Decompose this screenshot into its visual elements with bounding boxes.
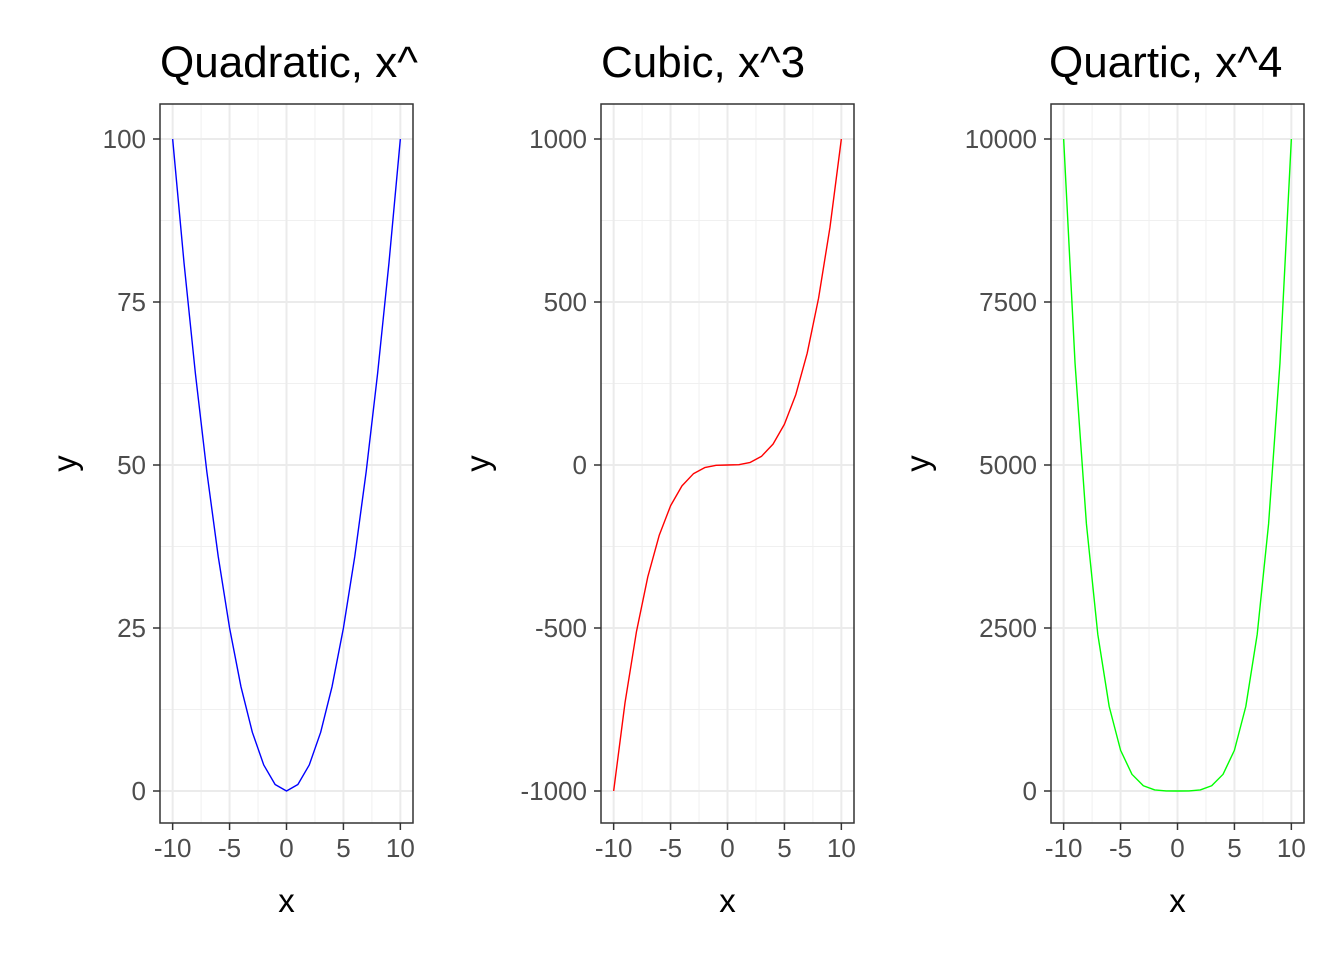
x-tick-label: -5 [1109,833,1132,863]
x-tick-label: -10 [154,833,192,863]
x-tick-label: -10 [1045,833,1083,863]
y-tick-label: 0 [1023,776,1037,806]
y-tick-label: 50 [117,450,146,480]
chart-panel-2: -10 -5 0 5 10 -1000 -500 0 500 1000 x y Cubic, x^3 [459,38,856,919]
y-tick-label: 7500 [979,287,1037,317]
y-tick-label: 5000 [979,450,1037,480]
y-tick-label: 75 [117,287,146,317]
chart-title: Quartic, x^4 [1049,38,1282,87]
x-tick-label: 10 [1277,833,1306,863]
y-axis-title: y [46,455,83,472]
title-clip-group: Quadratic, x^ [160,38,418,87]
x-axis-title: x [278,882,295,919]
data-line-1 [1062,138,1293,792]
x-tick-label: -5 [218,833,241,863]
x-tick-label: 0 [279,833,293,863]
x-tick-label: 0 [1170,833,1184,863]
y-tick-label: 0 [573,450,587,480]
x-tick-label: 10 [827,833,856,863]
chart-title: Cubic, x^3 [601,38,805,87]
y-tick-label: 100 [103,124,146,154]
x-tick-label: 5 [777,833,791,863]
y-tick-label: -500 [535,613,587,643]
y-axis-title: y [899,455,936,472]
y-axis-title: y [459,455,496,472]
x-tick-label: -5 [659,833,682,863]
x-axis-title: x [1169,882,1186,919]
y-tick-label: -1000 [521,776,588,806]
x-tick-label: 10 [386,833,415,863]
chart-title: Quadratic, x^ [160,38,418,87]
y-tick-label: 10000 [965,124,1037,154]
data-line-1 [171,138,402,792]
x-tick-label: 0 [720,833,734,863]
y-tick-label: 2500 [979,613,1037,643]
data-line-1 [612,138,843,792]
x-axis-title: x [719,882,736,919]
y-tick-label: 500 [544,287,587,317]
y-tick-label: 1000 [529,124,587,154]
x-tick-label: -10 [595,833,633,863]
y-tick-label: 25 [117,613,146,643]
x-tick-label: 5 [1227,833,1241,863]
chart-panel-3: -10 -5 0 5 10 0 2500 5000 7500 10000 x y Quartic, x^… [899,38,1306,919]
y-tick-label: 0 [132,776,146,806]
x-tick-label: 5 [336,833,350,863]
